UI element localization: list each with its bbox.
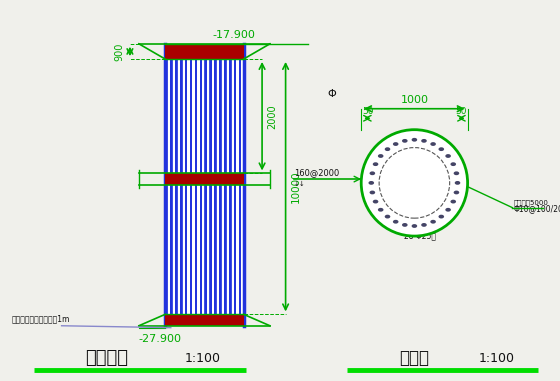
Text: 桩立面图: 桩立面图	[85, 349, 128, 367]
Circle shape	[385, 215, 390, 218]
Circle shape	[421, 139, 427, 143]
Text: ↓↓: ↓↓	[294, 181, 306, 187]
Bar	[165, 173, 244, 185]
Ellipse shape	[361, 130, 468, 236]
Circle shape	[445, 208, 451, 212]
Bar	[219, 44, 222, 326]
Text: 10000: 10000	[291, 170, 301, 203]
Bar	[234, 44, 236, 326]
Text: 箍筋间距5000: 箍筋间距5000	[514, 199, 549, 206]
Bar	[224, 44, 227, 326]
Bar	[190, 44, 193, 326]
Bar	[175, 44, 178, 326]
Text: 2000: 2000	[267, 104, 277, 128]
Bar	[165, 44, 244, 326]
Circle shape	[385, 147, 390, 151]
Circle shape	[445, 154, 451, 158]
Bar	[165, 44, 168, 326]
Text: Φ: Φ	[328, 89, 337, 99]
Circle shape	[412, 138, 417, 142]
Bar	[214, 44, 217, 326]
Circle shape	[368, 181, 374, 185]
Circle shape	[402, 139, 408, 143]
Text: 桩截面: 桩截面	[399, 349, 430, 367]
Circle shape	[430, 220, 436, 224]
Bar	[199, 44, 202, 326]
Bar	[165, 44, 244, 59]
Circle shape	[438, 215, 444, 218]
Circle shape	[393, 220, 399, 224]
Circle shape	[450, 200, 456, 203]
Text: 160@2000: 160@2000	[294, 168, 339, 178]
Circle shape	[373, 200, 379, 203]
Bar	[239, 44, 241, 326]
Text: 1:100: 1:100	[479, 352, 515, 365]
Circle shape	[393, 142, 399, 146]
Bar	[180, 44, 183, 326]
Circle shape	[421, 223, 427, 227]
Circle shape	[378, 208, 384, 212]
Bar	[170, 44, 173, 326]
Text: 桩底处须嵌低入中风化1m: 桩底处须嵌低入中风化1m	[11, 315, 69, 324]
Bar	[204, 44, 207, 326]
Text: 50: 50	[362, 107, 374, 116]
Bar	[209, 44, 212, 326]
Circle shape	[412, 224, 417, 228]
Circle shape	[370, 190, 375, 194]
Bar	[165, 314, 244, 326]
Circle shape	[430, 142, 436, 146]
Text: 1000: 1000	[400, 95, 428, 105]
Text: -17.900: -17.900	[213, 30, 256, 40]
Text: 1:100: 1:100	[185, 352, 221, 365]
Circle shape	[450, 162, 456, 166]
Bar	[195, 44, 197, 326]
Text: Φ10@100/200: Φ10@100/200	[514, 204, 560, 213]
Circle shape	[370, 171, 375, 175]
Circle shape	[378, 154, 384, 158]
Bar	[185, 44, 188, 326]
Text: 28 Φ25筋: 28 Φ25筋	[404, 232, 436, 240]
Text: -27.900: -27.900	[138, 334, 181, 344]
Text: 900: 900	[115, 42, 125, 61]
Circle shape	[402, 223, 408, 227]
Text: 50: 50	[455, 107, 466, 116]
Circle shape	[454, 190, 459, 194]
Circle shape	[438, 147, 444, 151]
Circle shape	[455, 181, 460, 185]
Bar	[229, 44, 232, 326]
Ellipse shape	[364, 133, 465, 233]
Circle shape	[454, 171, 459, 175]
Circle shape	[373, 162, 379, 166]
